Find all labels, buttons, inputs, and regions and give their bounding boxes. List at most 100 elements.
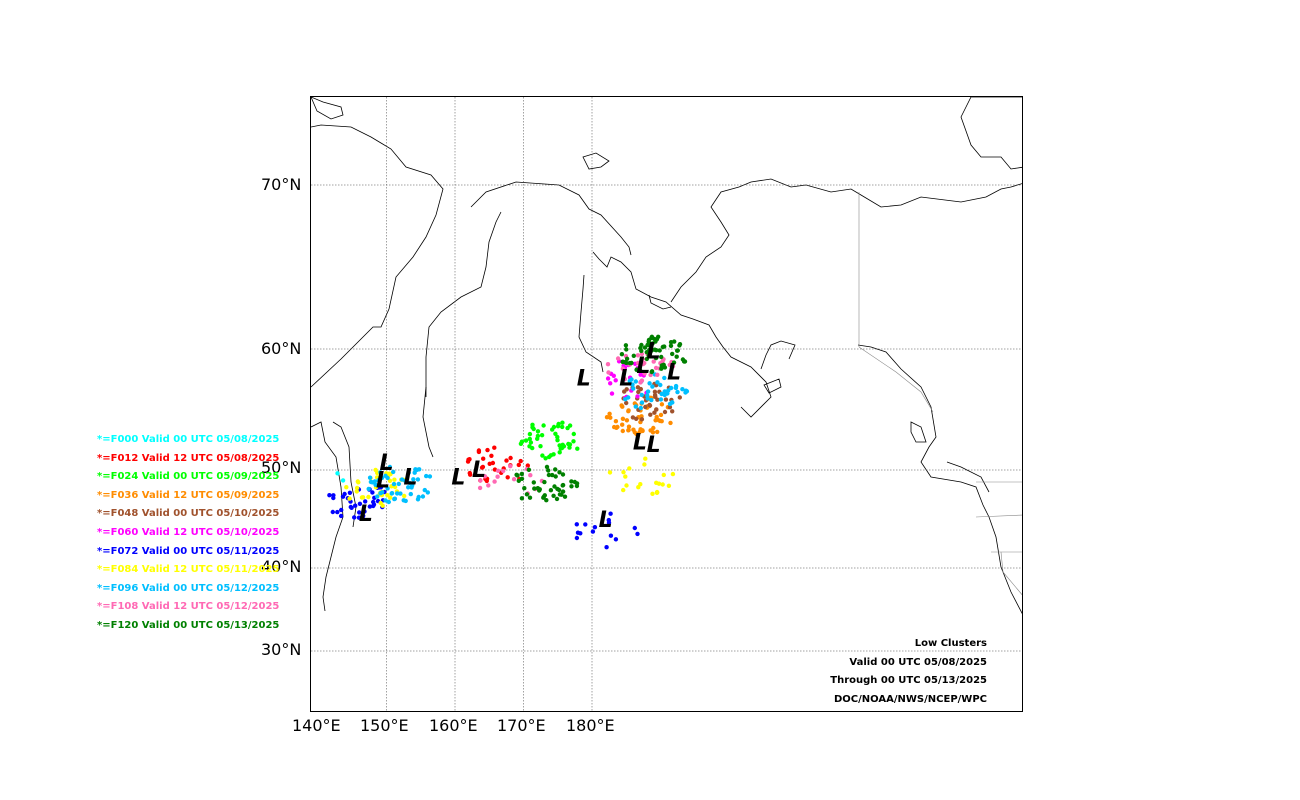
- cluster-point: [662, 365, 668, 370]
- cluster-point: [385, 493, 390, 498]
- cluster-point: [528, 473, 533, 478]
- legend-item: *=F000 Valid 00 UTC 05/08/2025: [97, 434, 280, 445]
- cluster-point: [644, 356, 649, 362]
- cluster-point: [666, 483, 672, 488]
- cluster-point: [652, 410, 657, 415]
- lat-label-40n: 40°N: [261, 557, 302, 576]
- cluster-point: [642, 371, 647, 376]
- cluster-point: [530, 422, 535, 427]
- cluster-point: [387, 471, 392, 476]
- info-box: Low Clusters Valid 00 UTC 05/08/2025 Thr…: [830, 637, 987, 711]
- cluster-point: [635, 531, 640, 537]
- cluster-point: [668, 343, 674, 348]
- cluster-point: [634, 416, 639, 421]
- cluster-point: [607, 411, 612, 416]
- cluster-point: [637, 364, 643, 369]
- cluster-point: [672, 339, 677, 344]
- cluster-point: [406, 485, 411, 490]
- forecast-legend: *=F000 Valid 00 UTC 05/08/2025 *=F012 Val…: [97, 433, 279, 638]
- cluster-point: [399, 477, 405, 482]
- cluster-point: [680, 387, 685, 392]
- legend-item: *=F108 Valid 12 UTC 05/12/2025: [97, 601, 280, 613]
- cluster-point: [657, 348, 662, 353]
- cluster-point: [636, 389, 641, 395]
- cluster-point: [391, 481, 397, 487]
- cluster-point: [467, 457, 472, 462]
- cluster-point: [572, 479, 577, 485]
- cluster-point: [670, 471, 676, 477]
- cluster-point: [620, 422, 625, 427]
- cluster-point: [519, 439, 525, 444]
- cluster-point: [666, 388, 671, 393]
- cluster-point: [624, 360, 629, 366]
- cluster-point: [468, 472, 473, 477]
- low-center-marker: L: [636, 354, 650, 379]
- cluster-point: [386, 499, 391, 505]
- cluster-point: [638, 386, 643, 392]
- cluster-point: [643, 404, 648, 410]
- cluster-point: [645, 389, 651, 394]
- cluster-point: [528, 440, 534, 445]
- cluster-point: [366, 486, 371, 492]
- cluster-point: [655, 380, 660, 385]
- cluster-point: [535, 429, 541, 434]
- cluster-point: [522, 486, 527, 491]
- cluster-point: [657, 418, 663, 424]
- cluster-point: [540, 453, 545, 458]
- cluster-point: [407, 480, 412, 486]
- cluster-point: [636, 485, 641, 490]
- cluster-point: [402, 493, 407, 499]
- cluster-point: [360, 514, 365, 520]
- cluster-point: [642, 462, 647, 467]
- cluster-point: [542, 493, 547, 498]
- cluster-point: [360, 495, 366, 500]
- cluster-point: [477, 485, 483, 491]
- cluster-point: [542, 479, 547, 485]
- cluster-point: [535, 436, 540, 441]
- cluster-point: [555, 438, 560, 443]
- graticule: [311, 97, 1022, 711]
- cluster-point: [425, 490, 430, 495]
- cluster-point: [624, 356, 630, 361]
- cluster-point: [560, 424, 565, 430]
- cluster-point: [647, 403, 653, 408]
- cluster-point: [622, 377, 627, 382]
- cluster-point: [569, 484, 574, 489]
- cluster-point: [574, 483, 580, 489]
- cluster-point: [624, 483, 629, 488]
- cluster-point: [642, 360, 647, 366]
- cluster-point: [548, 488, 554, 493]
- cluster-point: [670, 400, 675, 405]
- cluster-point: [670, 351, 675, 357]
- cluster-point: [611, 373, 616, 378]
- cluster-point: [650, 430, 656, 435]
- cluster-point: [640, 356, 645, 362]
- cluster-point: [543, 456, 548, 461]
- cluster-point: [527, 495, 533, 500]
- cluster-point: [639, 348, 644, 354]
- cluster-point: [347, 496, 352, 501]
- cluster-point: [619, 352, 625, 357]
- cluster-point: [335, 509, 340, 515]
- low-center-marker: L: [451, 466, 465, 491]
- cluster-point: [592, 525, 598, 530]
- cluster-point: [590, 529, 596, 534]
- cluster-point: [620, 428, 625, 434]
- cluster-point: [486, 483, 491, 488]
- cluster-point: [516, 462, 521, 468]
- cluster-point: [344, 485, 349, 490]
- cluster-point: [620, 404, 625, 409]
- cluster-point: [383, 473, 388, 478]
- cluster-point: [632, 430, 637, 435]
- cluster-point: [561, 444, 567, 449]
- cluster-point: [583, 522, 588, 527]
- cluster-point: [605, 376, 611, 381]
- cluster-point: [624, 418, 630, 423]
- cluster-point: [613, 419, 619, 424]
- cluster-point: [662, 375, 667, 381]
- cluster-point: [569, 479, 574, 484]
- cluster-point: [552, 484, 557, 489]
- cluster-point: [607, 470, 613, 475]
- cluster-point: [335, 471, 340, 476]
- cluster-point: [481, 456, 486, 461]
